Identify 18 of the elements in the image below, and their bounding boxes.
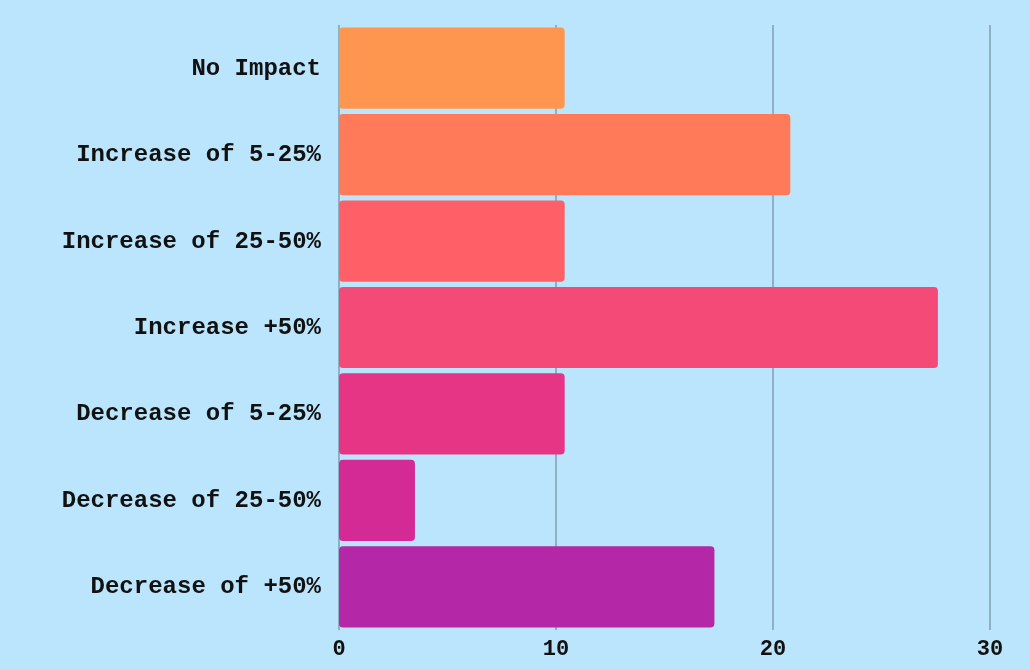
y-tick-label: No Impact — [191, 54, 321, 82]
y-tick-label: Increase of 25-50% — [61, 227, 322, 255]
bar — [339, 459, 415, 541]
bar — [339, 200, 565, 282]
bar — [339, 286, 938, 369]
y-tick-label: Decrease of 25-50% — [61, 486, 322, 514]
x-tick-label: 20 — [759, 636, 787, 662]
x-tick-label: 10 — [542, 636, 570, 662]
bar — [339, 373, 565, 455]
y-tick-label: Increase of 5-25% — [76, 141, 322, 169]
x-tick-label: 30 — [976, 636, 1004, 662]
bar — [339, 114, 791, 196]
y-tick-label: Increase +50% — [133, 314, 322, 341]
y-tick-label: Decrease of 5-25% — [76, 400, 322, 428]
bar — [339, 546, 715, 628]
y-tick-label: Decrease of +50% — [90, 573, 322, 601]
bar — [339, 27, 565, 109]
x-tick-label: 0 — [332, 636, 346, 662]
